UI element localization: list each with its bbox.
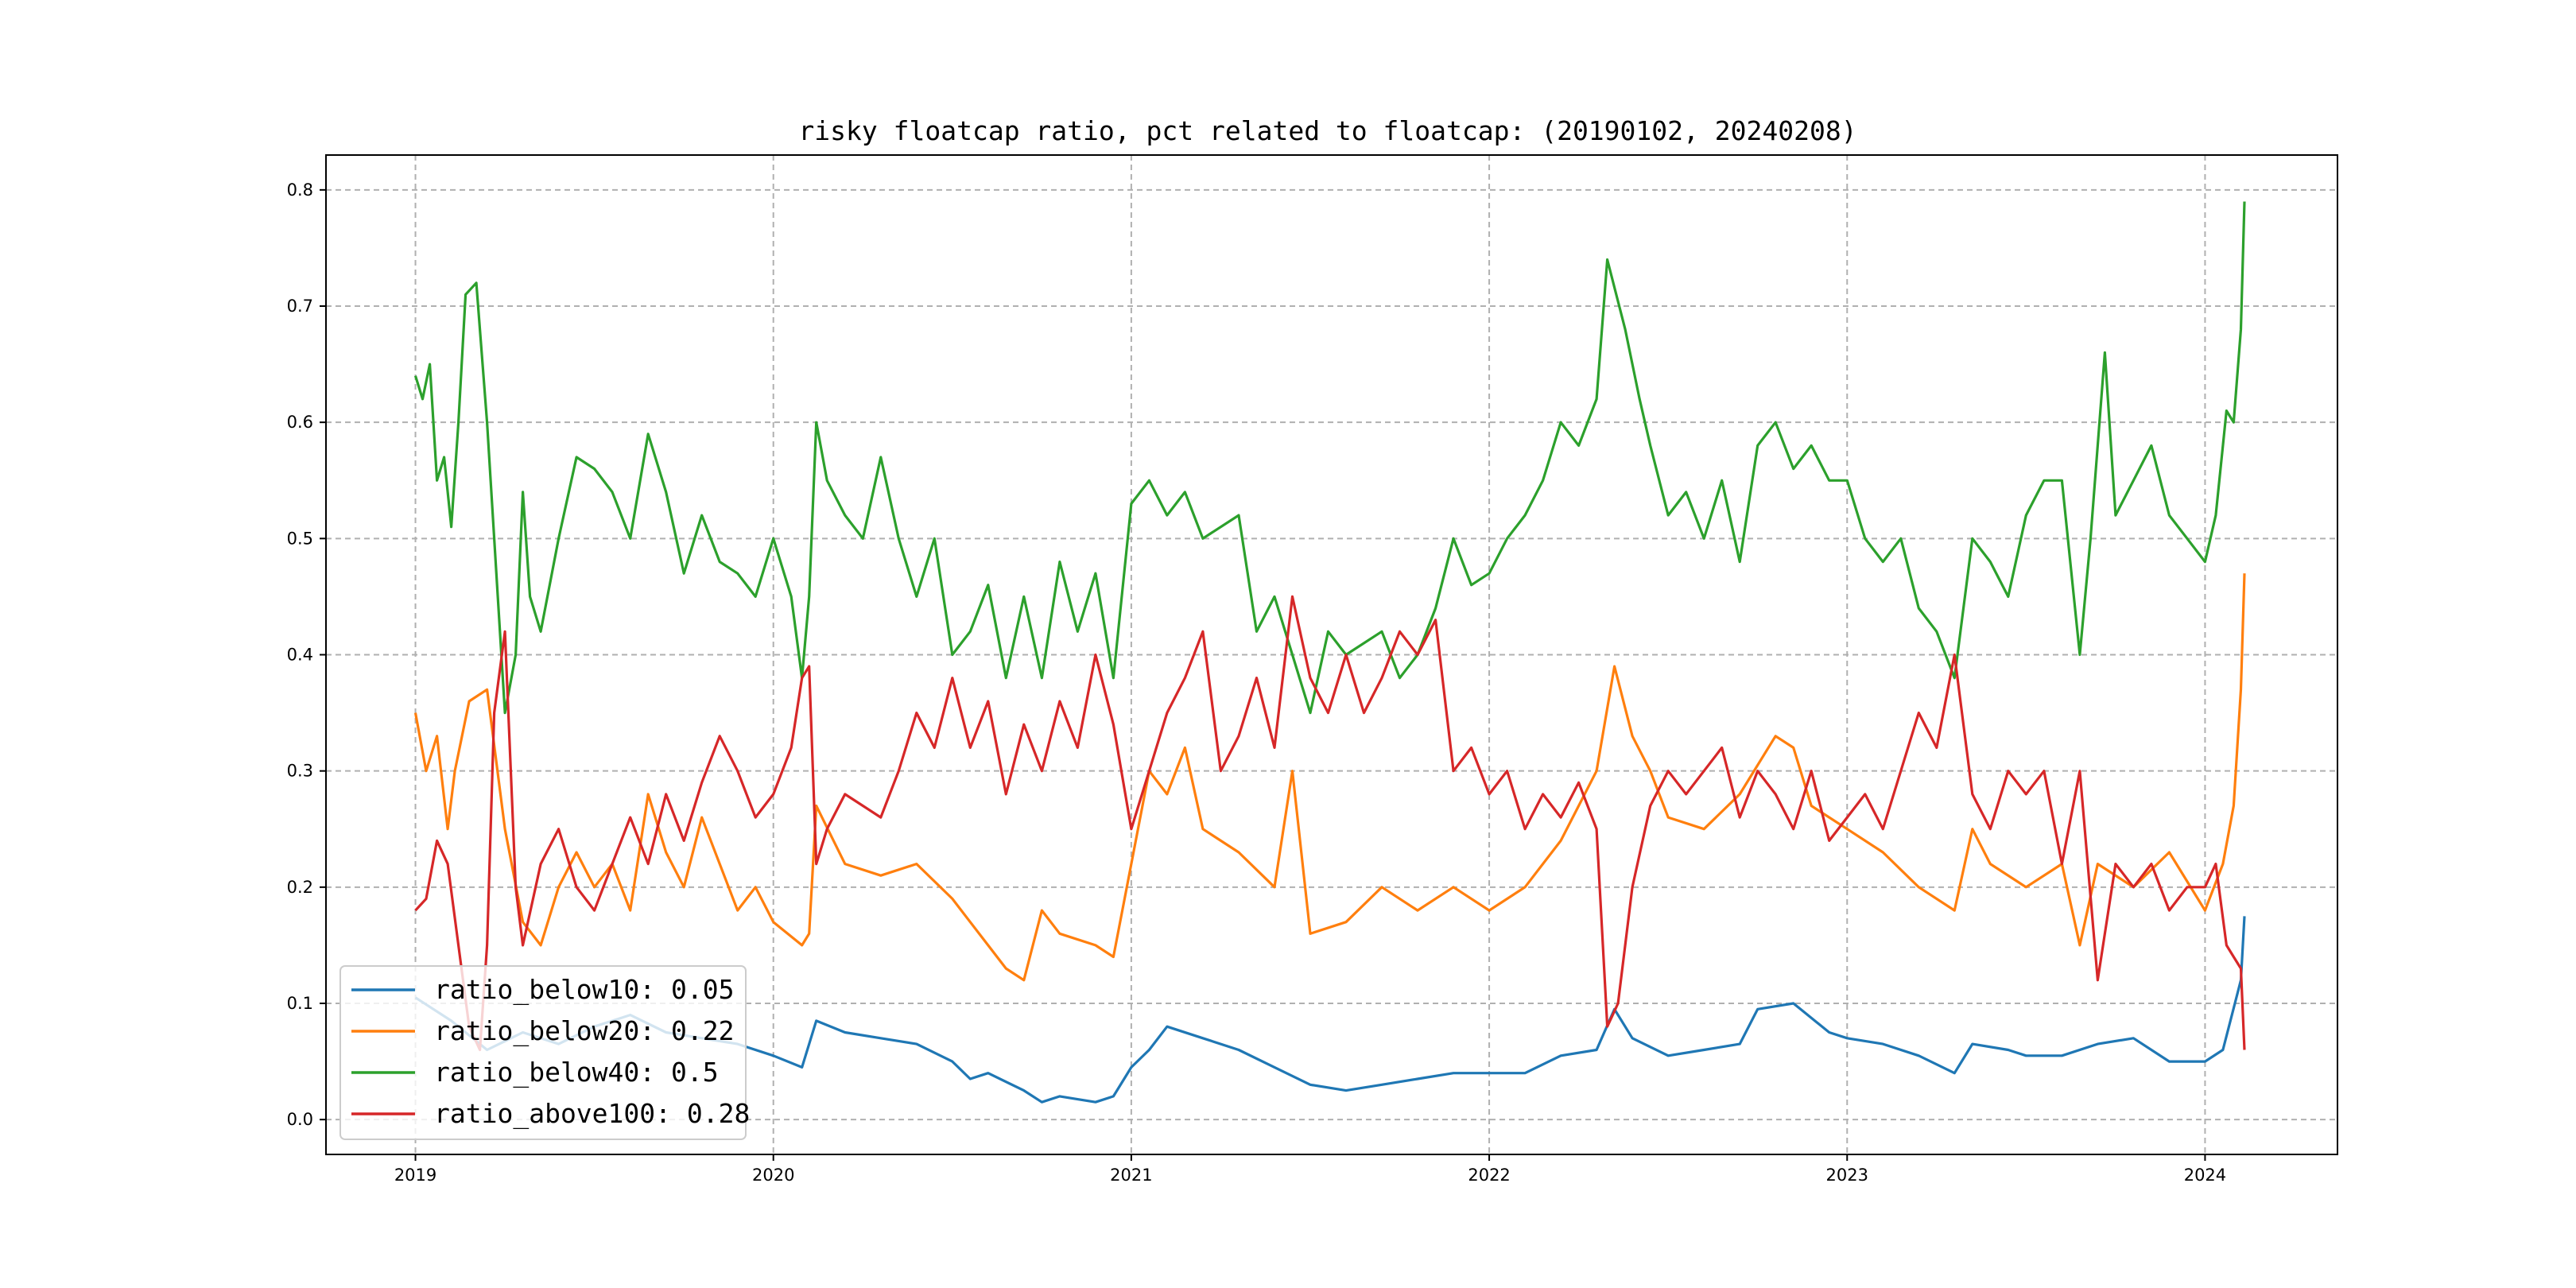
legend-label-ratio_below20: ratio_below20: 0.22 bbox=[434, 1015, 735, 1047]
y-tick-label: 0.6 bbox=[287, 413, 313, 432]
x-tick-label: 2024 bbox=[2184, 1166, 2226, 1185]
y-tick-label: 0.0 bbox=[287, 1110, 313, 1129]
series-line-ratio_above100 bbox=[414, 595, 2246, 1052]
legend: ratio_below10: 0.05 ratio_below20: 0.22 ra… bbox=[339, 965, 750, 1140]
y-tick-label: 0.7 bbox=[287, 297, 313, 316]
x-tick-label: 2023 bbox=[1826, 1166, 1868, 1185]
legend-box bbox=[339, 965, 747, 1140]
series-line-ratio_below20 bbox=[413, 573, 2246, 982]
legend-label-ratio_below40: ratio_below40: 0.5 bbox=[434, 1057, 719, 1088]
x-tick-label: 2019 bbox=[394, 1166, 436, 1185]
series-lines bbox=[413, 201, 2246, 1104]
y-tick-label: 0.1 bbox=[287, 994, 313, 1013]
legend-label-ratio_below10: ratio_below10: 0.05 bbox=[434, 974, 735, 1006]
y-tick-label: 0.8 bbox=[287, 180, 313, 200]
x-tick-label: 2022 bbox=[1468, 1166, 1510, 1185]
series-line-ratio_below10 bbox=[414, 916, 2246, 1104]
y-tick-label: 0.5 bbox=[287, 529, 313, 548]
legend-label-ratio_above100: ratio_above100: 0.28 bbox=[434, 1098, 750, 1130]
y-tick-label: 0.2 bbox=[287, 878, 313, 897]
y-tick-label: 0.4 bbox=[287, 646, 313, 665]
x-tick-label: 2020 bbox=[752, 1166, 794, 1185]
y-tick-label: 0.3 bbox=[287, 762, 313, 781]
x-tick-label: 2021 bbox=[1110, 1166, 1152, 1185]
chart-title: risky floatcap ratio, pct related to flo… bbox=[798, 115, 1856, 146]
axis-ticks: 2019 2020 2021 2022 2023 2024 0.0 0.1 0.2 0.3 0.4 0… bbox=[287, 180, 2227, 1185]
series-line-ratio_below40 bbox=[413, 201, 2246, 715]
